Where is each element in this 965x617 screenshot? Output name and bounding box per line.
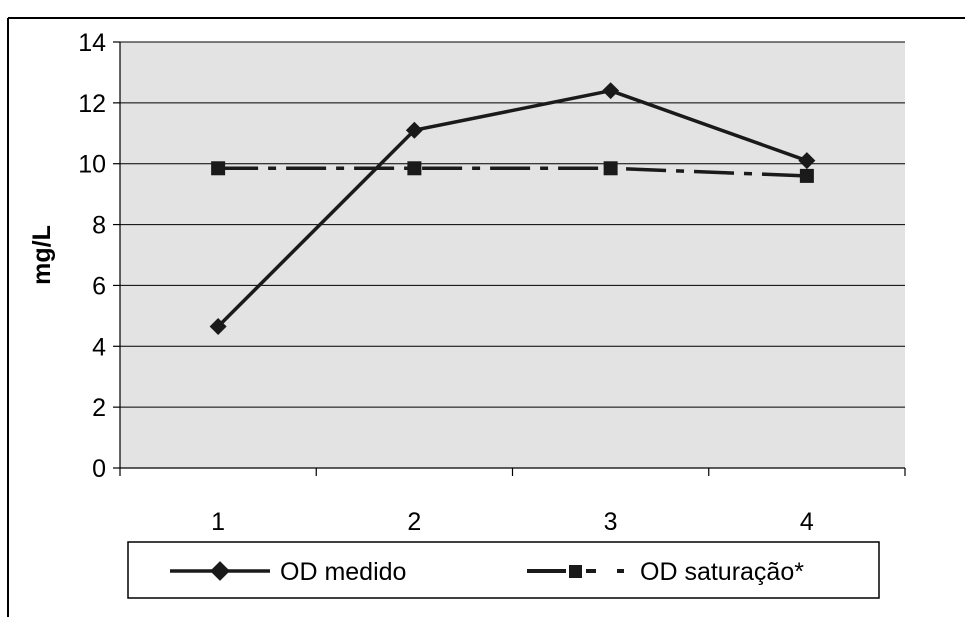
data-point-square	[211, 161, 226, 176]
data-point-diamond	[798, 152, 816, 170]
legend-square-marker	[569, 565, 582, 578]
legend-label-od-medido: OD medido	[280, 558, 406, 586]
data-point-square	[407, 161, 422, 176]
data-point-diamond	[209, 318, 227, 335]
x-tick-label: 4	[800, 508, 814, 536]
legend-entry-od-medido: OD medido	[170, 558, 406, 586]
y-tick-label: 6	[92, 272, 106, 300]
data-point-diamond	[405, 121, 423, 139]
y-tick-label: 10	[78, 151, 106, 179]
x-tick-label: 1	[211, 508, 225, 536]
series-line-1	[216, 88, 808, 328]
y-tick-label: 12	[78, 90, 106, 118]
y-tick-label: 4	[92, 333, 106, 361]
y-axis-title: mg/L	[28, 225, 56, 285]
data-point-square	[603, 161, 618, 176]
y-tick-label: 2	[92, 394, 106, 422]
y-tick-label: 8	[92, 212, 106, 240]
plot-background	[120, 42, 905, 468]
x-tick-label: 2	[407, 508, 421, 536]
legend-label-od-saturacao: OD saturação*	[640, 558, 804, 586]
y-tick-label: 14	[78, 29, 106, 57]
data-point-diamond	[602, 82, 620, 100]
data-point-square	[799, 168, 814, 183]
y-tick-label: 0	[92, 455, 106, 483]
legend: OD medido OD saturação*	[127, 541, 880, 599]
series-line-2	[218, 166, 807, 178]
legend-entry-od-saturacao: OD saturação*	[527, 558, 804, 586]
x-tick-label: 3	[604, 508, 618, 536]
